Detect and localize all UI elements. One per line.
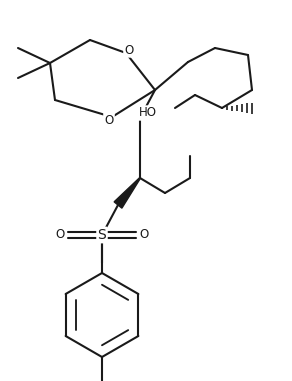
Text: O: O	[124, 43, 134, 56]
Text: HO: HO	[139, 107, 157, 120]
Text: S: S	[98, 228, 106, 242]
Text: O: O	[139, 229, 149, 242]
Polygon shape	[114, 178, 140, 208]
Text: O: O	[55, 229, 65, 242]
Text: O: O	[104, 114, 114, 126]
